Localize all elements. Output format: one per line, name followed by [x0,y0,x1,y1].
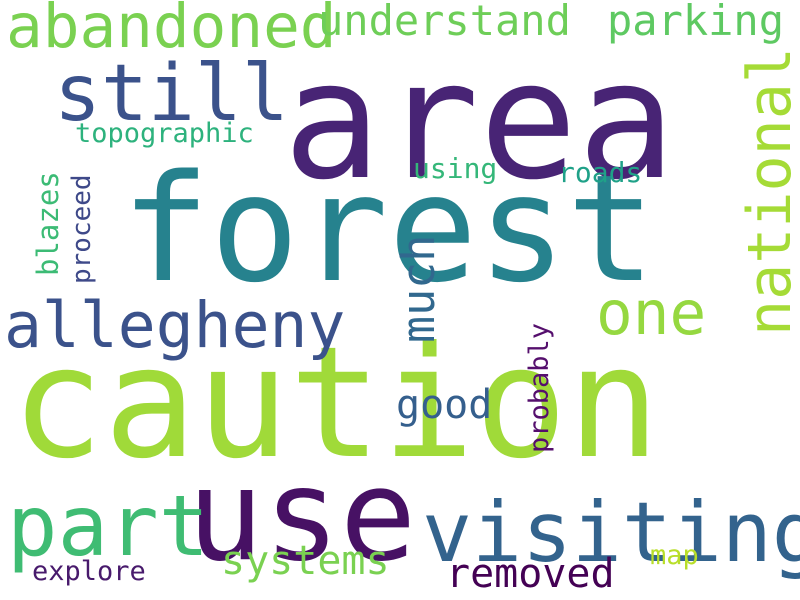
word-forest: forest [121,143,656,315]
word-explore: explore [32,556,146,587]
word-much: much [392,234,445,343]
word-visiting: visiting [422,484,800,581]
word-part: part [7,477,210,575]
word-understand: understand [318,0,571,45]
word-allegheny: allegheny [4,289,346,362]
word-parking: parking [607,0,785,45]
word-systems: systems [221,538,390,584]
word-map: map [650,540,699,571]
word-caution: caution [11,314,661,493]
word-good: good [396,382,493,428]
word-abandoned: abandoned [6,0,337,62]
word-one: one [596,278,707,349]
word-using: using [413,152,498,185]
word-national: national [735,47,800,336]
word-removed: removed [446,551,615,597]
word-roads: roads [558,156,643,189]
word-proceed: proceed [67,174,97,284]
word-probably: probably [524,322,555,453]
word-area: area [283,27,676,216]
word-use: use [187,441,417,589]
word-still: still [54,49,289,139]
word-blazes: blazes [31,171,65,276]
word-topographic: topographic [75,118,254,149]
